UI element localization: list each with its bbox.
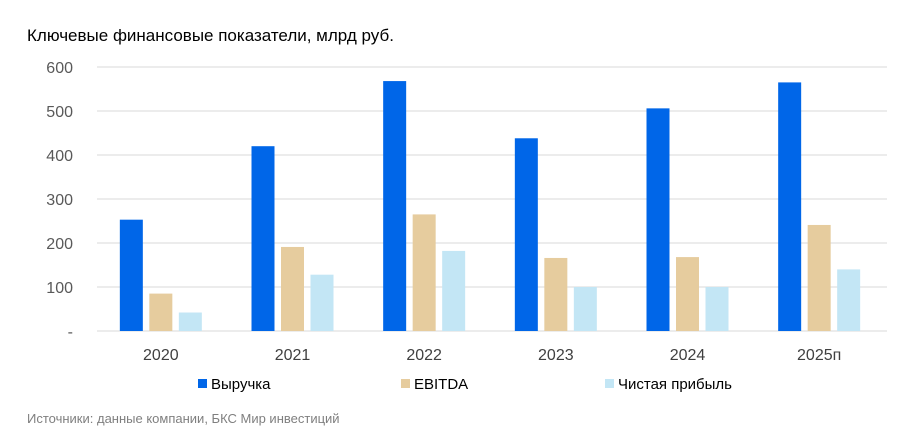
bar-s1-5 <box>807 224 831 331</box>
bar-s1-3 <box>544 257 568 331</box>
y-tick-label-3: 300 <box>46 192 73 209</box>
y-tick-label-5: 500 <box>46 104 73 121</box>
legend-swatch-0 <box>198 379 207 388</box>
bar-s0-2 <box>383 81 407 331</box>
bar-s0-3 <box>514 138 538 331</box>
bar-s2-5 <box>837 269 861 331</box>
x-tick-label-1: 2021 <box>275 347 311 364</box>
y-tick-label-1: 100 <box>46 280 73 297</box>
bar-s2-2 <box>442 250 466 331</box>
y-axis-ticks: - 100 200 300 400 500 600 <box>46 60 73 341</box>
x-axis-categories: 2020 2021 2022 2023 2024 2025п <box>143 347 841 364</box>
bar-s0-4 <box>646 108 670 331</box>
bar-s0-5 <box>778 82 802 332</box>
legend: Выручка EBITDA Чистая прибыль <box>198 376 732 393</box>
legend-swatch-1 <box>401 379 410 388</box>
grid-lines <box>97 66 887 332</box>
bar-s2-4 <box>705 287 729 331</box>
x-tick-label-3: 2023 <box>538 347 574 364</box>
bar-s0-0 <box>119 219 143 331</box>
bar-s0-1 <box>251 146 275 331</box>
bar-s2-1 <box>310 274 334 331</box>
legend-label-2: Чистая прибыль <box>618 376 732 393</box>
bar-s1-2 <box>412 214 436 331</box>
y-tick-label-4: 400 <box>46 148 73 165</box>
bar-s1-4 <box>676 257 699 331</box>
bar-s1-0 <box>149 293 173 331</box>
bar-s2-3 <box>573 287 597 331</box>
bar-s2-0 <box>178 312 202 331</box>
chart-title: Ключевые финансовые показатели, млрд руб… <box>27 26 394 45</box>
bar-s1-1 <box>281 246 304 331</box>
legend-label-1: EBITDA <box>414 376 468 393</box>
y-tick-label-6: 600 <box>46 60 73 77</box>
x-tick-label-0: 2020 <box>143 347 179 364</box>
x-tick-label-2: 2022 <box>406 347 442 364</box>
y-tick-label-0: - <box>68 324 73 341</box>
x-tick-label-4: 2024 <box>670 347 706 364</box>
legend-label-0: Выручка <box>211 376 271 393</box>
y-tick-label-2: 200 <box>46 236 73 253</box>
source-note: Источники: данные компании, БКС Мир инве… <box>27 411 340 426</box>
x-tick-label-5: 2025п <box>797 347 841 364</box>
bars <box>119 81 861 332</box>
legend-swatch-2 <box>605 379 614 388</box>
